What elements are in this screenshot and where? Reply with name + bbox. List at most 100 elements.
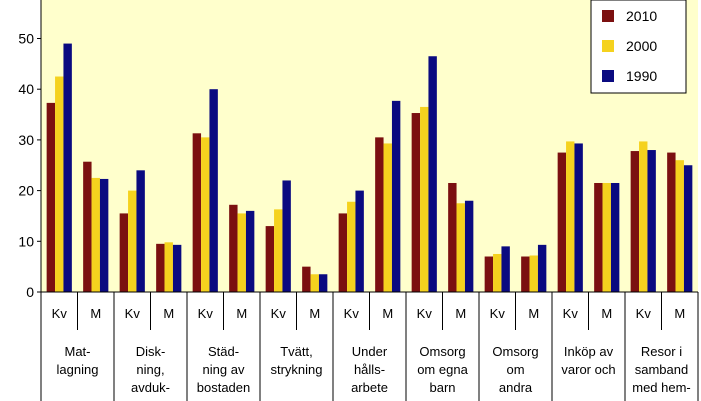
bar-2010-1 [83, 161, 92, 292]
bar-2010-12 [484, 256, 494, 292]
x-group-label: med hem- [632, 380, 691, 395]
x-group-label: avduk- [131, 380, 170, 395]
x-group-label: Resor i [641, 344, 682, 359]
x-subcategory-label: Kv [52, 306, 68, 321]
x-group-label: om [506, 362, 524, 377]
x-group-label: Omsorg [419, 344, 465, 359]
bar-1990-15 [610, 182, 620, 292]
y-tick-label: 0 [26, 284, 34, 300]
y-tick-label: 50 [18, 31, 34, 47]
bar-2000-10 [420, 106, 429, 292]
y-axis: 0 10 20 30 40 50 [18, 31, 41, 300]
bar-2000-17 [675, 160, 684, 292]
legend-swatch-1990 [602, 70, 614, 82]
x-subcategory-label: Kv [636, 306, 652, 321]
bar-2010-13 [521, 256, 530, 292]
bar-2010-5 [229, 204, 238, 292]
legend-label-2000: 2000 [626, 38, 657, 54]
bar-2010-11 [448, 182, 457, 292]
legend-label-2010: 2010 [626, 8, 657, 24]
bar-1990-2 [136, 170, 145, 292]
bar-1990-13 [537, 244, 547, 292]
x-subcategory-label: M [528, 306, 539, 321]
x-subcategory-label: M [236, 306, 247, 321]
x-group-label: lagning [57, 362, 99, 377]
bar-2010-15 [594, 182, 603, 292]
y-tick-label: 40 [18, 81, 34, 97]
x-subcategory-label: M [455, 306, 466, 321]
bar-1990-11 [464, 200, 474, 292]
x-group-label: Tvätt, [280, 344, 313, 359]
x-group-label: andra [499, 380, 533, 395]
bar-2000-7 [310, 274, 319, 292]
x-subcategory-label: Kv [563, 306, 579, 321]
x-group-label: arbete [351, 380, 388, 395]
bar-2010-17 [667, 152, 676, 292]
bar-2010-2 [119, 213, 129, 292]
x-group-label: Städ- [208, 344, 239, 359]
bar-2010-4 [192, 133, 202, 292]
x-group-label: varor och [561, 362, 615, 377]
bar-1990-3 [172, 244, 182, 292]
bar-2010-7 [302, 266, 311, 292]
bar-1990-12 [501, 246, 510, 292]
x-group-label: Disk- [136, 344, 166, 359]
bar-1990-1 [99, 178, 109, 292]
bar-1990-16 [647, 150, 656, 292]
bar-2010-0 [46, 102, 56, 292]
bar-1990-14 [574, 143, 583, 292]
bar-2000-8 [347, 201, 356, 292]
x-group-label: Inköp av [564, 344, 614, 359]
bar-2000-5 [237, 213, 246, 292]
bar-2010-14 [557, 152, 567, 292]
x-group-label: strykning [270, 362, 322, 377]
bar-2010-9 [375, 137, 384, 292]
bar-2000-15 [602, 182, 611, 292]
bar-2000-3 [164, 242, 173, 292]
bar-1990-5 [245, 210, 255, 292]
bar-2000-1 [91, 177, 100, 292]
x-subcategory-label: M [674, 306, 685, 321]
bar-2010-16 [630, 151, 640, 292]
x-group-label: Omsorg [492, 344, 538, 359]
x-axis: Kv M Kv M Kv M Kv M Kv M Kv M Kv M Kv M Kv M Mat-lagning Di… [40, 292, 699, 401]
bar-1990-6 [282, 180, 291, 292]
x-group-label: ning, [136, 362, 164, 377]
y-tick-label: 20 [18, 183, 34, 199]
x-subcategory-label: Kv [198, 306, 214, 321]
x-subcategory-label: Kv [344, 306, 360, 321]
bar-1990-17 [683, 165, 693, 292]
bars-layer [46, 43, 693, 293]
x-subcategory-label: Kv [490, 306, 506, 321]
x-group-label: Under [352, 344, 388, 359]
x-subcategory-label: Kv [417, 306, 433, 321]
x-subcategory-label: M [309, 306, 320, 321]
x-subcategory-label: M [90, 306, 101, 321]
bar-2000-2 [128, 190, 137, 292]
bar-2010-6 [265, 226, 275, 292]
bar-1990-4 [209, 89, 218, 292]
bar-2010-10 [411, 113, 421, 293]
legend-swatch-2000 [602, 40, 614, 52]
y-tick-label: 10 [18, 233, 34, 249]
bar-2000-4 [201, 137, 210, 292]
bar-1990-0 [63, 43, 72, 292]
bar-2000-11 [456, 203, 465, 292]
legend: 2010 2000 1990 [590, 0, 687, 94]
bar-2000-14 [566, 141, 575, 292]
bar-1990-10 [428, 56, 437, 293]
y-tick-label: 30 [18, 132, 34, 148]
x-subcategory-label: M [601, 306, 612, 321]
x-subcategory-label: M [163, 306, 174, 321]
x-group-label: ning av [203, 362, 245, 377]
x-group-label: om egna [417, 362, 468, 377]
x-subcategory-label: M [382, 306, 393, 321]
bar-1990-7 [318, 274, 328, 292]
bar-2010-3 [156, 243, 165, 292]
bar-2000-12 [493, 253, 502, 292]
bar-2000-0 [55, 76, 64, 293]
bar-2010-8 [338, 213, 348, 292]
legend-swatch-2010 [602, 10, 614, 22]
x-group-label: hålls- [354, 362, 385, 377]
